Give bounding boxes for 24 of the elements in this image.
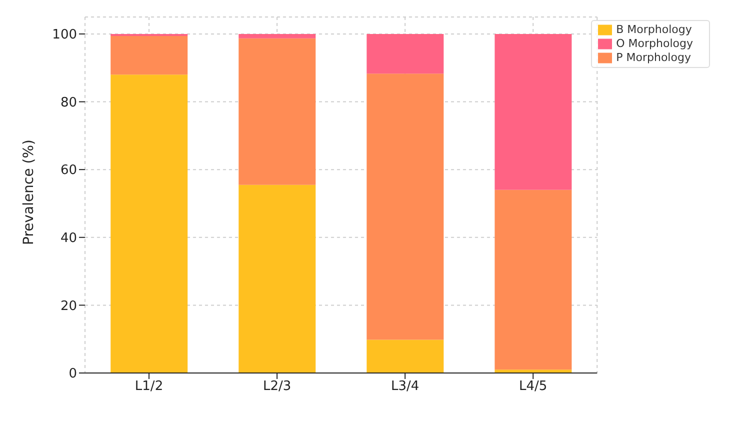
bar xyxy=(494,34,572,190)
x-tick-label: L2/3 xyxy=(262,379,292,394)
y-tick-label: 60 xyxy=(60,163,77,178)
bar xyxy=(238,184,316,373)
bar xyxy=(366,340,444,373)
y-tick-label: 20 xyxy=(60,298,77,314)
bar xyxy=(238,38,316,185)
y-tick-label: 0 xyxy=(68,366,77,382)
legend-label: B Morphology xyxy=(616,23,692,36)
legend-label: P Morphology xyxy=(616,51,691,64)
bar xyxy=(494,190,572,370)
bar xyxy=(110,36,188,75)
y-axis-title: Prevalence (%) xyxy=(20,140,37,245)
y-tick-label: 40 xyxy=(60,230,77,246)
bar xyxy=(110,74,188,373)
bar xyxy=(238,34,316,38)
legend-label: O Morphology xyxy=(616,37,693,50)
x-tick-label: L4/5 xyxy=(519,379,548,394)
x-tick-label: L1/2 xyxy=(134,379,164,394)
y-tick-label: 100 xyxy=(52,28,77,43)
bar xyxy=(366,34,444,74)
y-tick-label: 80 xyxy=(60,95,77,110)
bar xyxy=(366,74,444,340)
x-tick-label: L3/4 xyxy=(390,379,420,394)
